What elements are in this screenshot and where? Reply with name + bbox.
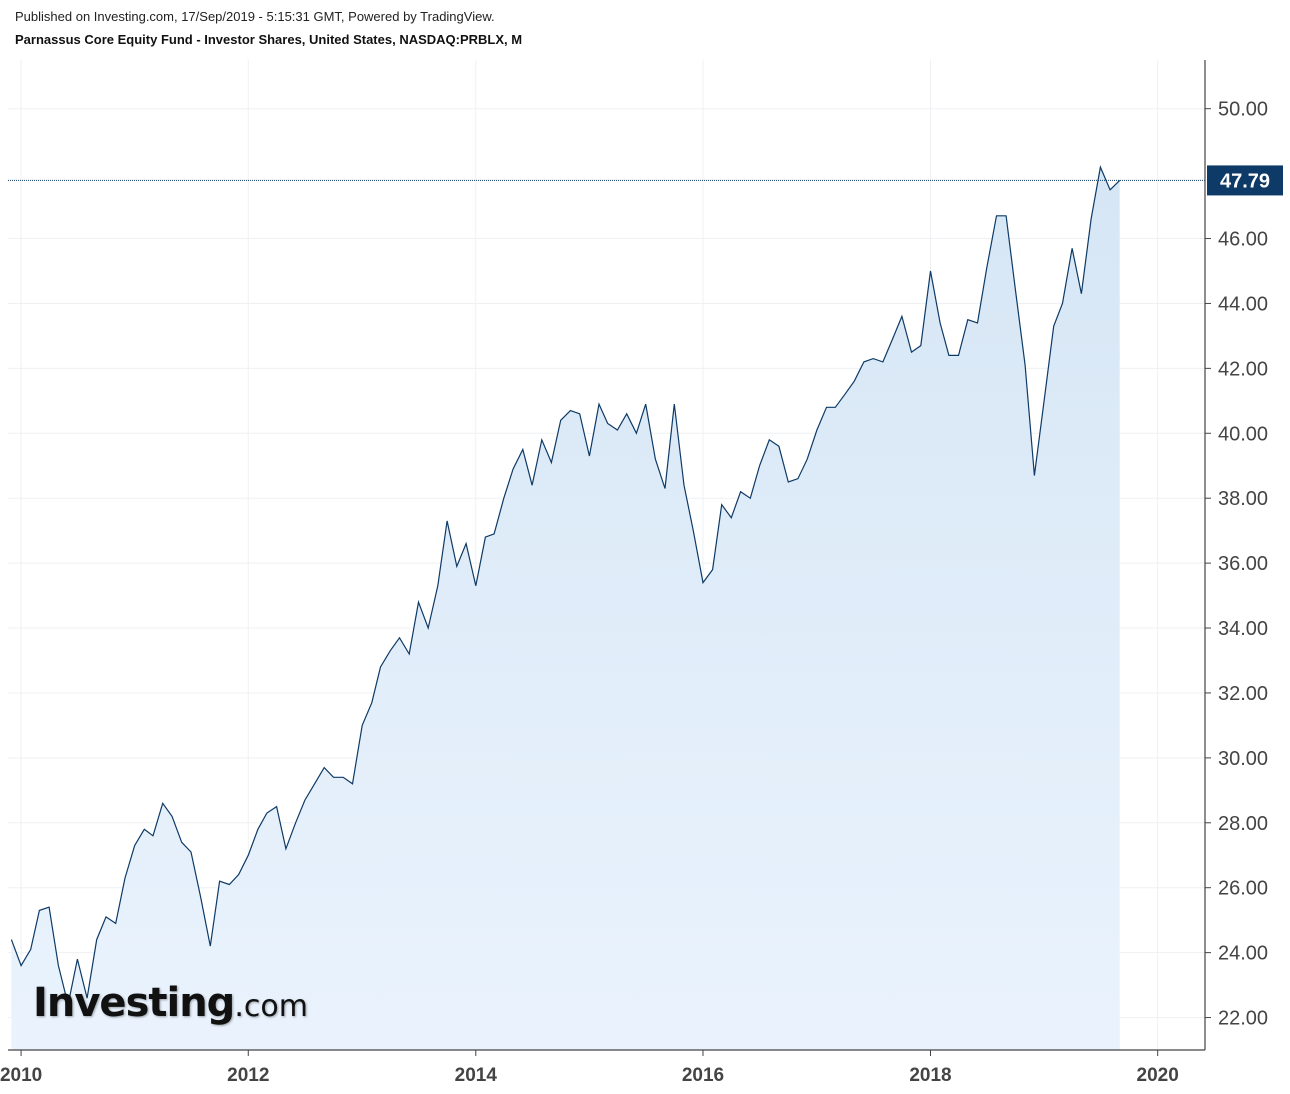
- chart-title: Parnassus Core Equity Fund - Investor Sh…: [15, 32, 523, 47]
- price-tag-box: [1207, 165, 1283, 196]
- y-tick-label: 26.00: [1218, 878, 1268, 900]
- last-price-tag: 47.79: [1207, 165, 1283, 196]
- y-tick-label: 24.00: [1218, 943, 1268, 965]
- x-tick-label: 2016: [682, 1065, 724, 1086]
- x-tick-label: 2010: [0, 1065, 42, 1086]
- investing-logo: Investing.com: [33, 980, 308, 1026]
- published-note: Published on Investing.com, 17/Sep/2019 …: [15, 9, 495, 24]
- price-area: [11, 167, 1120, 1051]
- y-tick-label: 34.00: [1218, 618, 1268, 640]
- y-tick-label: 40.00: [1218, 423, 1268, 445]
- x-tick-label: 2018: [909, 1065, 951, 1086]
- y-tick-label: 30.00: [1218, 748, 1268, 770]
- x-tick-label: 2012: [227, 1065, 269, 1086]
- price-tag-label: 47.79: [1220, 170, 1270, 192]
- y-tick-label: 38.00: [1218, 488, 1268, 510]
- y-tick-label: 50.00: [1218, 99, 1268, 121]
- y-tick-label: 32.00: [1218, 683, 1268, 705]
- y-tick-label: 36.00: [1218, 553, 1268, 575]
- y-tick-label: 22.00: [1218, 1008, 1268, 1030]
- axes: [8, 60, 1206, 1051]
- x-tick-label: 2014: [455, 1065, 498, 1086]
- y-tick-label: 46.00: [1218, 229, 1268, 251]
- y-tick-label: 42.00: [1218, 358, 1268, 380]
- x-axis-ticks: 2010 2012 2014 2016 2018 2020: [0, 1050, 1179, 1086]
- logo-main: Investing: [33, 980, 235, 1026]
- y-tick-label: 28.00: [1218, 813, 1268, 835]
- x-tick-label: 2020: [1137, 1065, 1179, 1086]
- logo-suffix: .com: [234, 989, 308, 1024]
- y-axis-ticks: 22.00 24.00 26.00 28.00 30.00 32.00 34.00 36.00…: [1205, 99, 1268, 1030]
- price-line[interactable]: [10, 165, 1121, 1005]
- y-tick-label: 44.00: [1218, 293, 1268, 315]
